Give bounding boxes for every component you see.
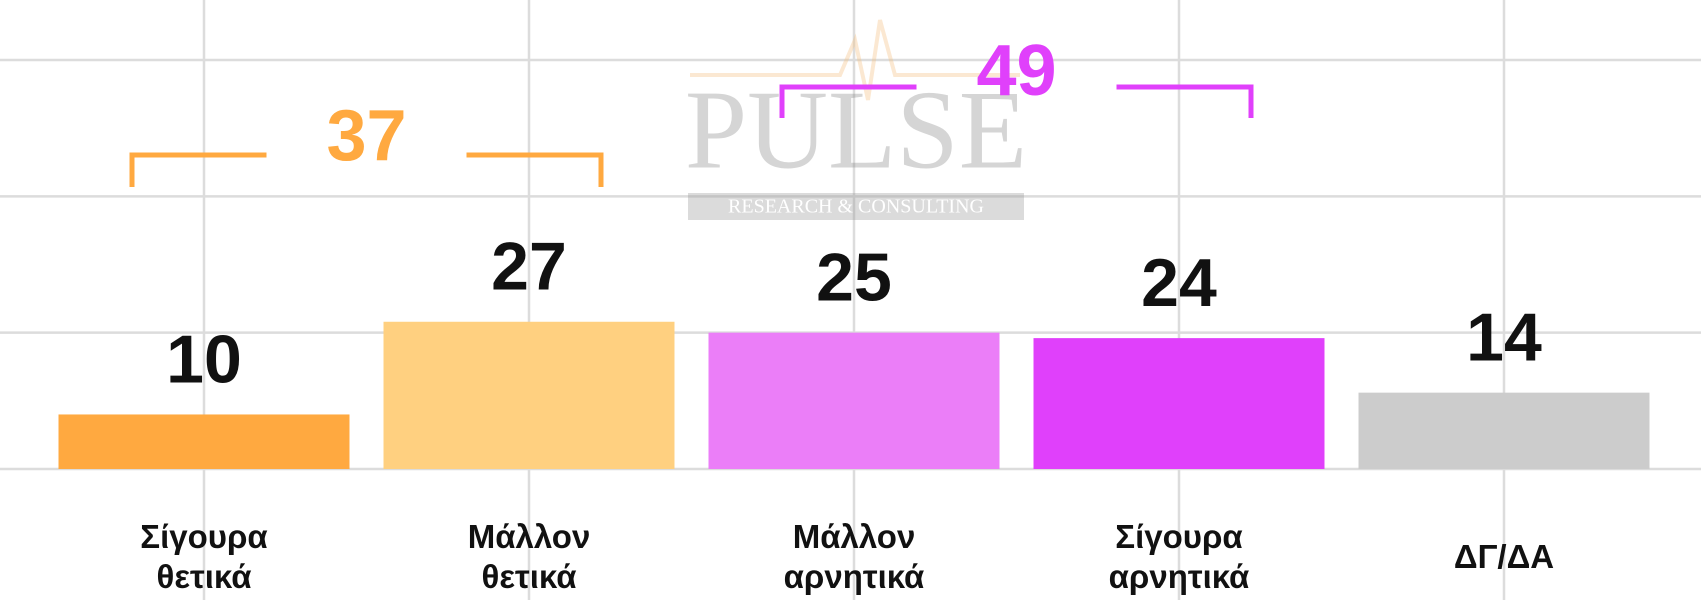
value-label: 27 xyxy=(491,229,567,305)
watermark-subtitle: RESEARCH & CONSULTING xyxy=(728,196,984,218)
bar xyxy=(383,321,675,469)
x-tick-label: Σίγουρα θετικά xyxy=(140,518,268,595)
value-label: 25 xyxy=(816,240,892,316)
bracket-left xyxy=(779,84,917,118)
x-tick-label: Μάλλον αρνητικά xyxy=(783,518,925,595)
watermark-band xyxy=(688,193,1024,220)
value-label: 14 xyxy=(1466,300,1542,376)
value-label: 24 xyxy=(1141,245,1217,321)
x-tick-label: Μάλλον θετικά xyxy=(467,518,591,595)
bracket-label: 49 xyxy=(976,31,1056,111)
bracket: 49 xyxy=(779,31,1254,118)
value-label: 10 xyxy=(166,321,242,397)
bar xyxy=(1033,338,1325,469)
bracket-right xyxy=(1116,84,1254,118)
bar xyxy=(708,332,1000,469)
bar xyxy=(58,414,350,469)
bracket-left xyxy=(129,152,267,187)
x-tick-label: ΔΓ/ΔΑ xyxy=(1453,538,1555,575)
bracket-label: 37 xyxy=(326,96,406,176)
x-tick-label: Σίγουρα αρνητικά xyxy=(1108,518,1250,595)
bar xyxy=(1358,392,1650,469)
watermark-pulse xyxy=(690,19,1020,101)
bracket-right xyxy=(466,152,604,187)
bracket: 37 xyxy=(129,96,604,187)
